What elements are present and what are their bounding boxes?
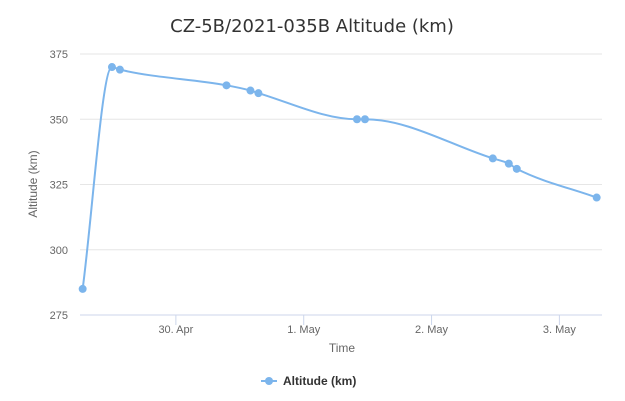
x-axis-title: Time — [329, 341, 356, 355]
series-points — [78, 63, 601, 293]
y-tick-label: 275 — [50, 310, 68, 322]
data-point[interactable] — [254, 89, 263, 98]
y-axis-title: Altitude (km) — [26, 150, 40, 217]
data-point[interactable] — [592, 193, 601, 202]
legend-item-altitude[interactable]: Altitude (km) — [261, 374, 356, 388]
chart-title: CZ-5B/2021-035B Altitude (km) — [170, 16, 454, 37]
y-tick-label: 375 — [50, 49, 68, 61]
gridlines — [80, 53, 602, 251]
data-point[interactable] — [246, 86, 255, 95]
data-point[interactable] — [504, 159, 513, 168]
data-point[interactable] — [115, 65, 124, 74]
data-point[interactable] — [488, 154, 497, 163]
legend-label: Altitude (km) — [283, 374, 356, 388]
y-axis-ticks: 275 300 325 350 375 — [50, 49, 68, 322]
x-tick-label: 1. May — [287, 324, 321, 336]
y-tick-label: 350 — [50, 114, 68, 126]
legend-marker-symbol — [265, 377, 273, 385]
data-point[interactable] — [512, 164, 521, 173]
data-point[interactable] — [352, 115, 361, 124]
x-tick-label: 3. May — [543, 324, 577, 336]
y-tick-label: 325 — [50, 180, 68, 192]
y-tick-label: 300 — [50, 245, 68, 257]
x-tick-label: 30. Apr — [158, 324, 193, 336]
data-point[interactable] — [78, 284, 87, 293]
x-tick-label: 2. May — [415, 324, 449, 336]
series-line-altitude — [81, 66, 598, 290]
data-point[interactable] — [107, 63, 116, 72]
x-axis-ticks: 30. Apr 1. May 2. May 3. May — [158, 315, 576, 336]
data-point[interactable] — [360, 115, 369, 124]
data-point[interactable] — [222, 81, 231, 90]
